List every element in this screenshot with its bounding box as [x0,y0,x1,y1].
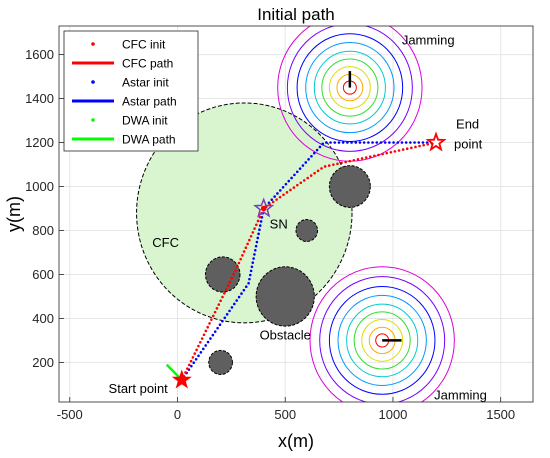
plot-frame [58,25,534,403]
x-axis-label: x(m) [278,431,314,451]
jamming-ring [328,66,371,109]
jamming-ring [313,50,386,125]
obstacle [328,165,371,208]
end-marker [425,131,447,152]
jamming-ring [321,58,379,117]
obstacle-label: Obstacle [260,327,311,342]
chart-title: Initial path [257,5,335,24]
legend-box [63,30,199,152]
jamming-ring [361,319,404,362]
y-tick-label: 1000 [25,179,54,194]
jamming-ring [337,294,427,387]
obstacle [295,218,319,242]
y-tick-label: 800 [32,223,54,238]
legend-label: Astar path [122,95,177,109]
y-tick-label: 1400 [25,91,54,106]
end-label-line1: End [456,117,479,132]
jamming-source: Jamming [277,26,455,162]
obstacle [205,256,241,293]
jamming-ring [296,33,404,142]
sn-label: SN [270,217,288,232]
x-tick-label: 1000 [378,407,407,422]
jamming-ring [305,41,395,134]
jamming-ring [319,276,446,402]
cfc-region-label: CFC [152,235,179,250]
sn-marker [253,197,275,218]
jamming-ring [346,303,419,378]
jamming-label: Jamming [434,387,487,402]
end-label-line2: point [454,137,483,152]
legend-swatch [91,80,95,84]
jamming-ring [309,266,455,402]
sn-center [260,205,267,212]
legend-label: DWA init [122,114,168,128]
axis-ticks: -500 0 500 1000 1500 200 400 600 800 1000 1200 1400… [25,47,515,422]
legend-label: DWA path [122,133,176,147]
y-tick-label: 1200 [25,135,54,150]
jamming-source: Jamming [309,266,487,402]
obstacle [255,266,315,327]
legend-swatch [91,118,95,122]
legend: CFC init CFC path Astar init Astar path DWA … [63,30,199,152]
legend-label: CFC path [122,57,173,71]
x-tick-label: 0 [174,407,181,422]
jamming-ring [353,311,411,370]
jamming-ring [328,286,436,395]
y-tick-label: 200 [32,355,54,370]
data-layer: CFC Jamming Jamming Obstacle Start point SN En… [109,26,487,402]
x-tick-label: -500 [57,407,83,422]
legend-label: Astar init [122,76,169,90]
y-tick-label: 400 [32,311,54,326]
y-axis-label: y(m) [4,196,24,232]
y-tick-label: 1600 [25,47,54,62]
start-marker [171,369,192,389]
legend-swatch [91,42,95,46]
x-tick-label: 1500 [486,407,515,422]
y-tick-label: 600 [32,267,54,282]
obstacle [208,349,233,376]
cfc-region [136,102,353,324]
jamming-ring [286,26,413,152]
x-tick-label: 500 [274,407,296,422]
legend-label: CFC init [122,38,166,52]
start-label: Start point [109,381,169,396]
jamming-label: Jamming [402,33,455,48]
